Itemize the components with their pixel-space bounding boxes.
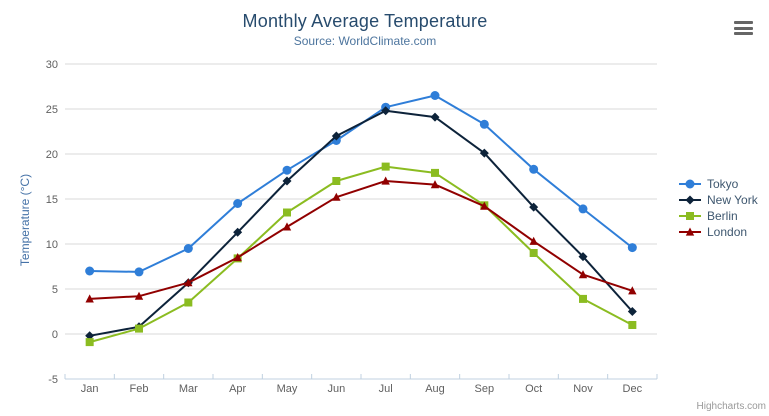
data-point-marker [430,112,440,122]
series-line-london [88,180,634,300]
data-point-marker [578,204,588,214]
data-point-marker [529,249,538,257]
y-axis-label: 30 [46,59,58,71]
data-point-marker [282,222,292,231]
hamburger-menu-icon [734,21,753,24]
data-point-marker [135,324,143,333]
x-axis-label: Oct [525,383,542,395]
x-axis-label: Jan [81,383,99,395]
data-point-marker [233,253,242,262]
export-menu-button[interactable] [734,21,754,35]
legend: Tokyo New York Berlin London [678,176,758,240]
hamburger-menu-icon [734,32,753,35]
legend-marker-icon [679,212,701,220]
data-point-marker [85,266,95,276]
data-point-marker [381,162,390,171]
data-point-marker [431,168,439,177]
data-point-marker [529,236,538,245]
data-point-marker [381,106,391,116]
x-axis-label: Apr [229,383,246,395]
legend-marker-icon [679,179,701,189]
legend-marker-icon [679,227,701,236]
data-point-marker [183,244,193,253]
data-point-marker [579,294,587,303]
x-axis-label: Sep [475,383,495,395]
series-line-new-york [88,109,634,337]
data-point-marker [85,338,94,347]
legend-label: London [707,225,748,239]
data-point-marker [685,179,695,189]
y-axis-label: 15 [46,194,58,206]
data-point-marker [627,307,637,316]
data-point-marker [332,192,341,201]
legend-item-new-york[interactable]: New York [678,192,758,208]
chart-title: Monthly Average Temperature [242,11,488,31]
x-axis-label: Nov [573,383,593,395]
credits-link[interactable]: Highcharts.com [696,401,766,412]
data-point-marker [529,202,539,212]
legend-marker-icon [679,195,701,205]
series-line-berlin [88,165,634,344]
data-point-marker [685,227,695,236]
y-axis-label: 0 [52,329,58,341]
data-point-marker [85,331,95,341]
series-line-tokyo [88,94,634,273]
y-axis-label: 5 [52,284,58,296]
data-point-marker [381,176,390,185]
data-point-marker [184,278,193,287]
y-axis-label: 25 [46,104,58,116]
data-point-marker [529,164,539,174]
x-axis-label: Dec [623,383,643,395]
y-axis-label: 20 [46,149,58,161]
data-point-marker [134,267,144,277]
x-axis-label: May [277,383,298,395]
data-point-marker [430,91,440,100]
x-axis-label: Feb [130,383,149,395]
x-axis-label: Aug [425,383,445,395]
data-point-marker [480,201,489,210]
data-point-marker [282,176,292,186]
legend-label: Berlin [707,209,738,223]
legend-item-london[interactable]: London [678,224,758,240]
data-point-marker [233,227,243,237]
data-point-marker [628,321,637,329]
chart-subtitle: Source: WorldClimate.com [293,34,437,48]
data-point-marker [430,180,440,189]
x-axis-label: Mar [179,383,198,395]
y-axis-label: -5 [48,374,58,386]
data-point-marker [479,119,489,129]
data-point-marker [479,148,489,158]
data-point-marker [184,298,193,307]
x-axis-label: Jun [327,383,345,395]
data-point-marker [627,243,637,253]
legend-label: New York [707,193,758,207]
data-point-marker [332,177,341,185]
legend-item-berlin[interactable]: Berlin [678,208,758,224]
data-point-marker [134,291,144,300]
data-point-marker [233,199,243,208]
x-axis-label: Jul [379,383,393,395]
data-point-marker [283,208,291,217]
data-point-marker [282,165,292,175]
y-axis-label: 10 [46,239,58,251]
hamburger-menu-icon [734,26,753,30]
data-point-marker [578,270,588,279]
data-point-marker [628,286,637,295]
legend-label: Tokyo [707,177,739,191]
legend-item-tokyo[interactable]: Tokyo [678,176,758,192]
data-point-marker [686,212,694,220]
data-point-marker [85,294,94,303]
data-point-marker [578,252,588,262]
data-point-marker [685,195,695,205]
data-point-marker [331,131,341,141]
